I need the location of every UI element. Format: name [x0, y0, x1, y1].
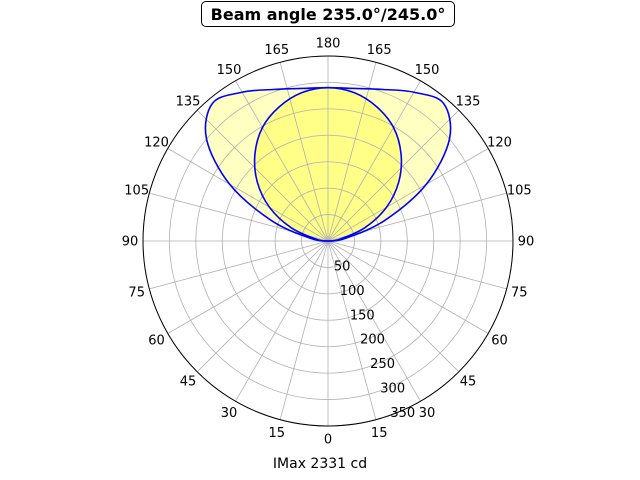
angle-tick-label: 150 — [217, 63, 242, 78]
angle-tick-label: 120 — [487, 136, 512, 151]
angular-gridline-3 — [327, 240, 460, 373]
angle-tick-label: 105 — [124, 183, 149, 198]
chart-title: Beam angle 235.0°/245.0° — [201, 1, 455, 27]
polar-frame — [142, 55, 514, 427]
series-curves — [204, 86, 452, 242]
radial-tick-label: 150 — [350, 308, 375, 323]
angular-gridline-8 — [327, 148, 489, 242]
angle-tick-label: 30 — [221, 406, 238, 421]
angle-tick-label: 45 — [460, 375, 477, 390]
radial-tick-label: 50 — [334, 259, 351, 274]
angle-tick-label: 150 — [415, 63, 440, 78]
angle-tick-label: 120 — [144, 136, 169, 151]
tick-labels: 0 15 30 45 60 75 90 105 120 135 150 165 180 165 150 135… — [122, 37, 535, 448]
angular-gridline-15 — [196, 109, 329, 242]
series-line-inner — [253, 86, 403, 242]
angular-gridline-20 — [167, 240, 329, 334]
angular-gridline-1 — [327, 240, 377, 420]
angle-tick-label: 60 — [148, 334, 165, 349]
angle-tick-label: 135 — [176, 95, 201, 110]
angular-gridline-13 — [279, 62, 329, 242]
angle-tick-label: 105 — [507, 183, 532, 198]
radial-tick-label: 250 — [370, 357, 395, 372]
angular-gridline-19 — [149, 240, 329, 290]
angular-gridline-11 — [327, 62, 377, 242]
angle-tick-label: 75 — [511, 286, 528, 301]
angular-gridline-16 — [167, 148, 329, 242]
angular-gridline-22 — [235, 240, 329, 402]
angle-tick-label: 15 — [269, 426, 286, 441]
angle-tick-label: 135 — [456, 95, 481, 110]
angle-tick-label: 165 — [264, 43, 289, 58]
angular-gridline-23 — [279, 240, 329, 420]
radial-tick-label: 300 — [380, 382, 405, 397]
angular-gridline-2 — [327, 240, 421, 402]
radial-tick-label: 100 — [340, 284, 365, 299]
angle-tick-label: 75 — [128, 286, 145, 301]
angle-tick-label: 45 — [180, 375, 197, 390]
angle-tick-label: 30 — [419, 406, 436, 421]
angular-gridline-21 — [196, 240, 329, 373]
angle-tick-label: 60 — [491, 334, 508, 349]
angular-gridline-10 — [327, 80, 421, 242]
angle-tick-label: 90 — [122, 235, 139, 250]
angle-tick-label: 0 — [324, 433, 332, 448]
radial-tick-label: 200 — [360, 333, 385, 348]
angle-tick-label: 15 — [371, 426, 388, 441]
angular-gridline-9 — [327, 109, 460, 242]
angle-tick-label: 180 — [316, 37, 341, 52]
x-axis-label: IMax 2331 cd — [272, 456, 368, 472]
angle-tick-label: 165 — [367, 43, 392, 58]
angular-gridline-5 — [327, 240, 507, 290]
angular-gridline-14 — [235, 80, 329, 242]
angle-tick-label: 90 — [518, 235, 535, 250]
radial-tick-label: 350 — [390, 406, 415, 421]
angular-gridline-4 — [327, 240, 489, 334]
